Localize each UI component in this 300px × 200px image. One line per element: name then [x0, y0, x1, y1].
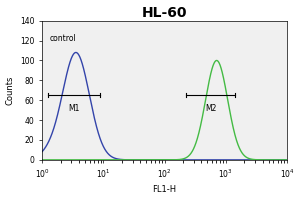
X-axis label: FL1-H: FL1-H	[153, 185, 177, 194]
Title: HL-60: HL-60	[142, 6, 188, 20]
Text: M2: M2	[205, 104, 216, 113]
Y-axis label: Counts: Counts	[6, 76, 15, 105]
Text: M1: M1	[69, 104, 80, 113]
Text: control: control	[49, 34, 76, 43]
